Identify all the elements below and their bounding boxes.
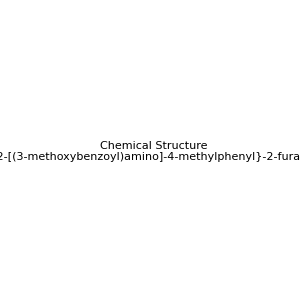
Text: Chemical Structure
N-{2-[(3-methoxybenzoyl)amino]-4-methylphenyl}-2-furamide: Chemical Structure N-{2-[(3-methoxybenzo… bbox=[0, 141, 300, 162]
